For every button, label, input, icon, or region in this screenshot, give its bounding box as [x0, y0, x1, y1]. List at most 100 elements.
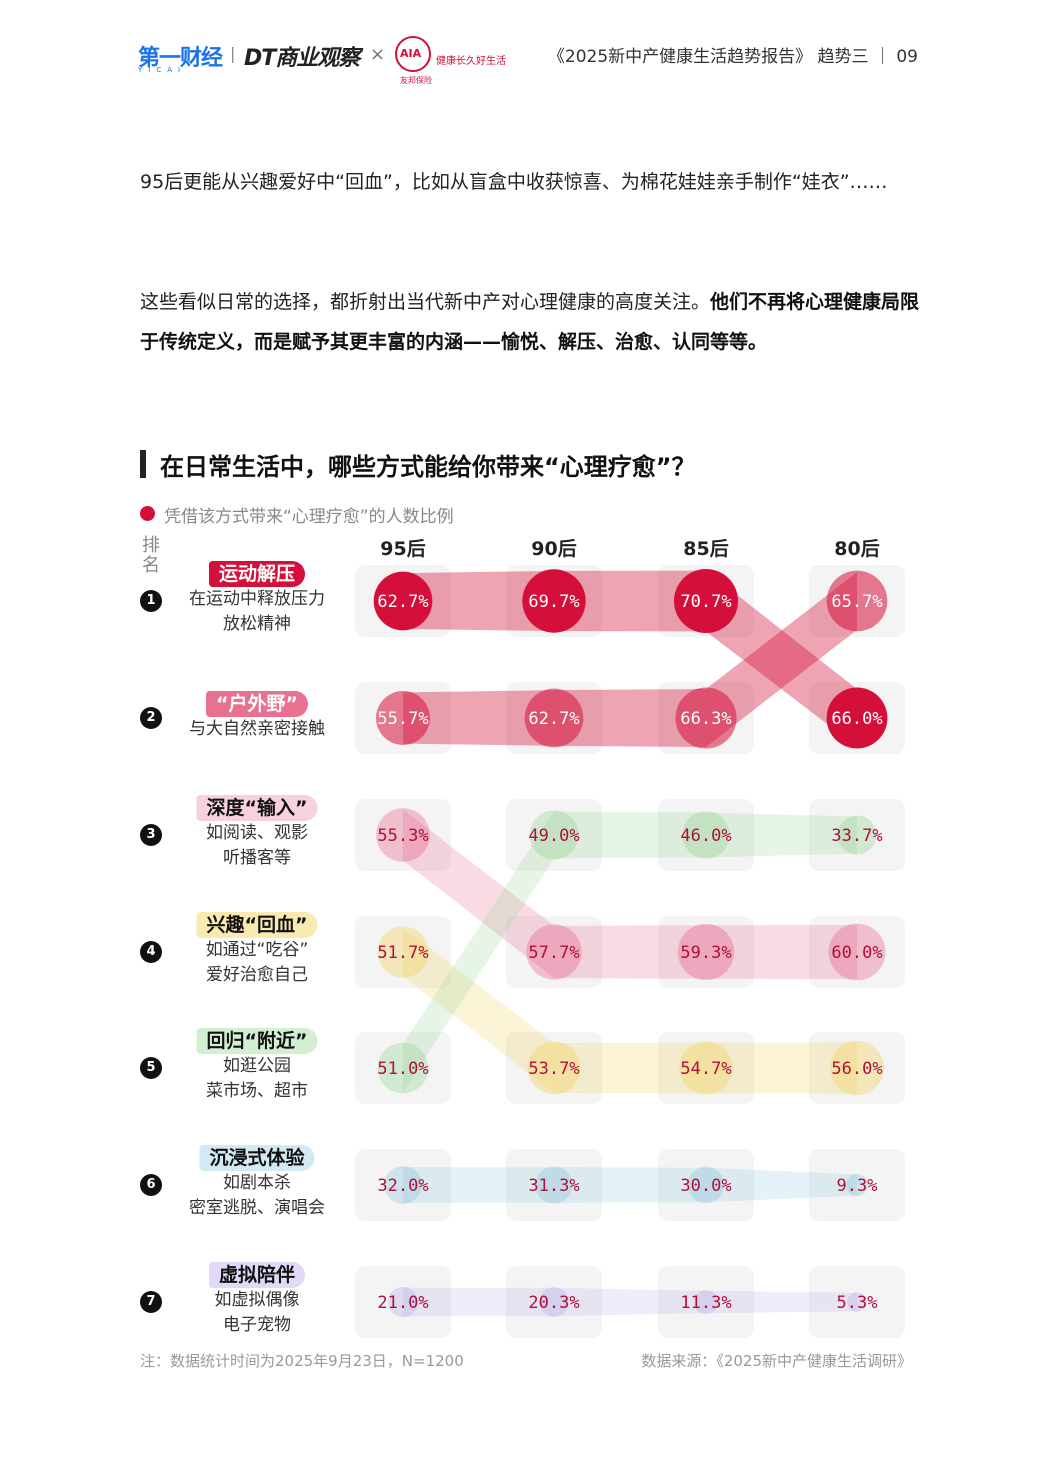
cell-bg-4-3: [658, 916, 754, 988]
value-label-1-2: 69.7%: [528, 592, 579, 612]
cell-bg-6-2: [506, 1149, 602, 1221]
logo-separator: |: [230, 44, 236, 63]
cell-bg-3-3: [658, 799, 754, 871]
value-circle-4-2: [527, 1041, 581, 1095]
ribbon-6-1: [403, 1167, 554, 1203]
ribbon-1-1: [403, 570, 554, 632]
cell-bg-5-2: [506, 1032, 602, 1104]
value-circle-6-3: [687, 1166, 725, 1204]
column-header-80: 80后: [834, 538, 880, 560]
value-label-5-3: 46.0%: [680, 826, 731, 846]
value-label-7-1: 21.0%: [377, 1293, 428, 1313]
cell-bg-6-3: [658, 1149, 754, 1221]
category-desc-3-2: 听播客等: [223, 848, 291, 868]
rank-badge-1: 1: [140, 590, 162, 612]
value-label-7-3: 11.3%: [680, 1293, 731, 1313]
rank-badge-4: 4: [140, 941, 162, 963]
value-circle-3-4: [828, 923, 886, 981]
chart-legend: 凭借该方式带来“心理疗愈”的人数比例: [164, 507, 454, 527]
cell-bg-6-4: [809, 1149, 905, 1221]
column-header-90: 90后: [531, 538, 577, 560]
category-desc-1-2: 放松精神: [223, 614, 291, 634]
value-label-1-1: 62.7%: [377, 592, 428, 612]
value-circle-1-1: [373, 571, 433, 631]
value-label-3-3: 59.3%: [680, 943, 731, 963]
value-circle-5-1: [377, 1042, 429, 1094]
category-title-5: 回归“附近”: [196, 1028, 318, 1054]
cell-bg-3-4: [809, 799, 905, 871]
value-label-3-1: 55.3%: [377, 826, 428, 846]
value-circle-2-1: [376, 691, 430, 745]
cell-bg-3-1: [355, 799, 451, 871]
value-circle-1-3: [673, 568, 739, 634]
paragraph-2: 这些看似日常的选择，都折射出当代新中产对心理健康的高度关注。他们不再将心理健康局…: [140, 282, 920, 362]
ribbon-5-3: [706, 812, 857, 858]
category-desc-5-1: 如逛公园: [223, 1056, 291, 1076]
aia-logo-text: AIA: [400, 47, 422, 60]
chart-title: 在日常生活中，哪些方式能给你带来“心理疗愈”？: [160, 453, 696, 481]
category-desc-7-1: 如虚拟偶像: [214, 1290, 300, 1310]
ribbon-1-3: [706, 570, 857, 747]
value-circle-6-1: [384, 1166, 422, 1204]
rank-header: 排名: [142, 535, 160, 576]
chart-title-bar: [140, 450, 146, 478]
category-desc-4-2: 爱好治愈自己: [206, 965, 308, 985]
value-label-2-3: 66.3%: [680, 709, 731, 729]
value-circle-1-4: [826, 687, 888, 749]
ribbon-7-1: [403, 1287, 554, 1317]
value-circle-2-4: [826, 570, 888, 632]
ribbon-3-1: [403, 809, 554, 979]
value-circle-6-2: [535, 1166, 573, 1204]
collab-times-icon: ×: [370, 44, 386, 65]
value-circle-4-1: [377, 926, 429, 978]
value-circle-5-3: [682, 811, 730, 859]
paragraph-2-normal: 这些看似日常的选择，都折射出当代新中产对心理健康的高度关注。: [140, 291, 711, 313]
dt-logo: DT商业观察: [244, 46, 360, 71]
cell-bg-7-4: [809, 1266, 905, 1338]
value-label-4-4: 56.0%: [831, 1059, 882, 1079]
value-label-5-1: 51.0%: [377, 1059, 428, 1079]
column-header-95: 95后: [380, 538, 426, 560]
ribbon-4-3: [706, 1042, 857, 1094]
ribbon-4-1: [403, 927, 554, 1093]
category-title-1: 运动解压: [208, 561, 306, 587]
value-circle-5-4: [837, 815, 877, 855]
value-circle-4-4: [829, 1040, 885, 1096]
value-label-6-3: 30.0%: [680, 1176, 731, 1196]
value-label-2-4: 65.7%: [831, 592, 882, 612]
legend-dot-icon: [140, 506, 155, 521]
category-title-7: 虚拟陪伴: [208, 1262, 306, 1288]
value-label-3-2: 57.7%: [528, 943, 579, 963]
column-header-85: 85后: [683, 538, 729, 560]
value-label-1-4: 66.0%: [831, 709, 882, 729]
value-label-2-2: 62.7%: [528, 709, 579, 729]
category-desc-1-1: 在运动中释放压力: [189, 589, 325, 609]
category-title-4: 兴趣“回血”: [196, 912, 318, 938]
rank-badge-7: 7: [140, 1291, 162, 1313]
cell-bg-6-1: [355, 1149, 451, 1221]
rank-badge-2: 2: [140, 707, 162, 729]
data-source: 数据来源：《2025新中产健康生活调研》: [641, 1352, 912, 1370]
value-circle-7-4: [847, 1292, 867, 1312]
cell-bg-3-2: [506, 799, 602, 871]
report-title: 《2025新中产健康生活趋势报告》 趋势三 ｜ 09: [547, 47, 918, 67]
ribbon-5-1: [403, 811, 554, 1093]
value-circle-2-3: [675, 687, 737, 749]
value-circle-3-3: [677, 923, 735, 981]
ribbon-7-3: [706, 1290, 857, 1314]
paragraph-2-bold: 他们不再将心理健康局限于传统定义，而是赋予其更丰富的内涵——愉悦、解压、治愈、认…: [140, 291, 920, 353]
ribbon-2-3: [706, 572, 857, 748]
aia-logo-icon: [395, 36, 431, 72]
category-desc-3-1: 如阅读、观影: [206, 823, 308, 843]
cell-bg-4-1: [355, 916, 451, 988]
value-label-5-4: 33.7%: [831, 826, 882, 846]
value-circle-7-2: [539, 1287, 569, 1317]
ribbon-2-1: [403, 690, 554, 746]
value-circle-3-2: [526, 924, 582, 980]
category-title-3: 深度“输入”: [196, 795, 318, 821]
value-label-2-1: 55.7%: [377, 709, 428, 729]
value-label-7-4: 5.3%: [837, 1293, 878, 1313]
rank-badge-5: 5: [140, 1057, 162, 1079]
cell-bg-5-1: [355, 1032, 451, 1104]
cell-bg-4-2: [506, 916, 602, 988]
